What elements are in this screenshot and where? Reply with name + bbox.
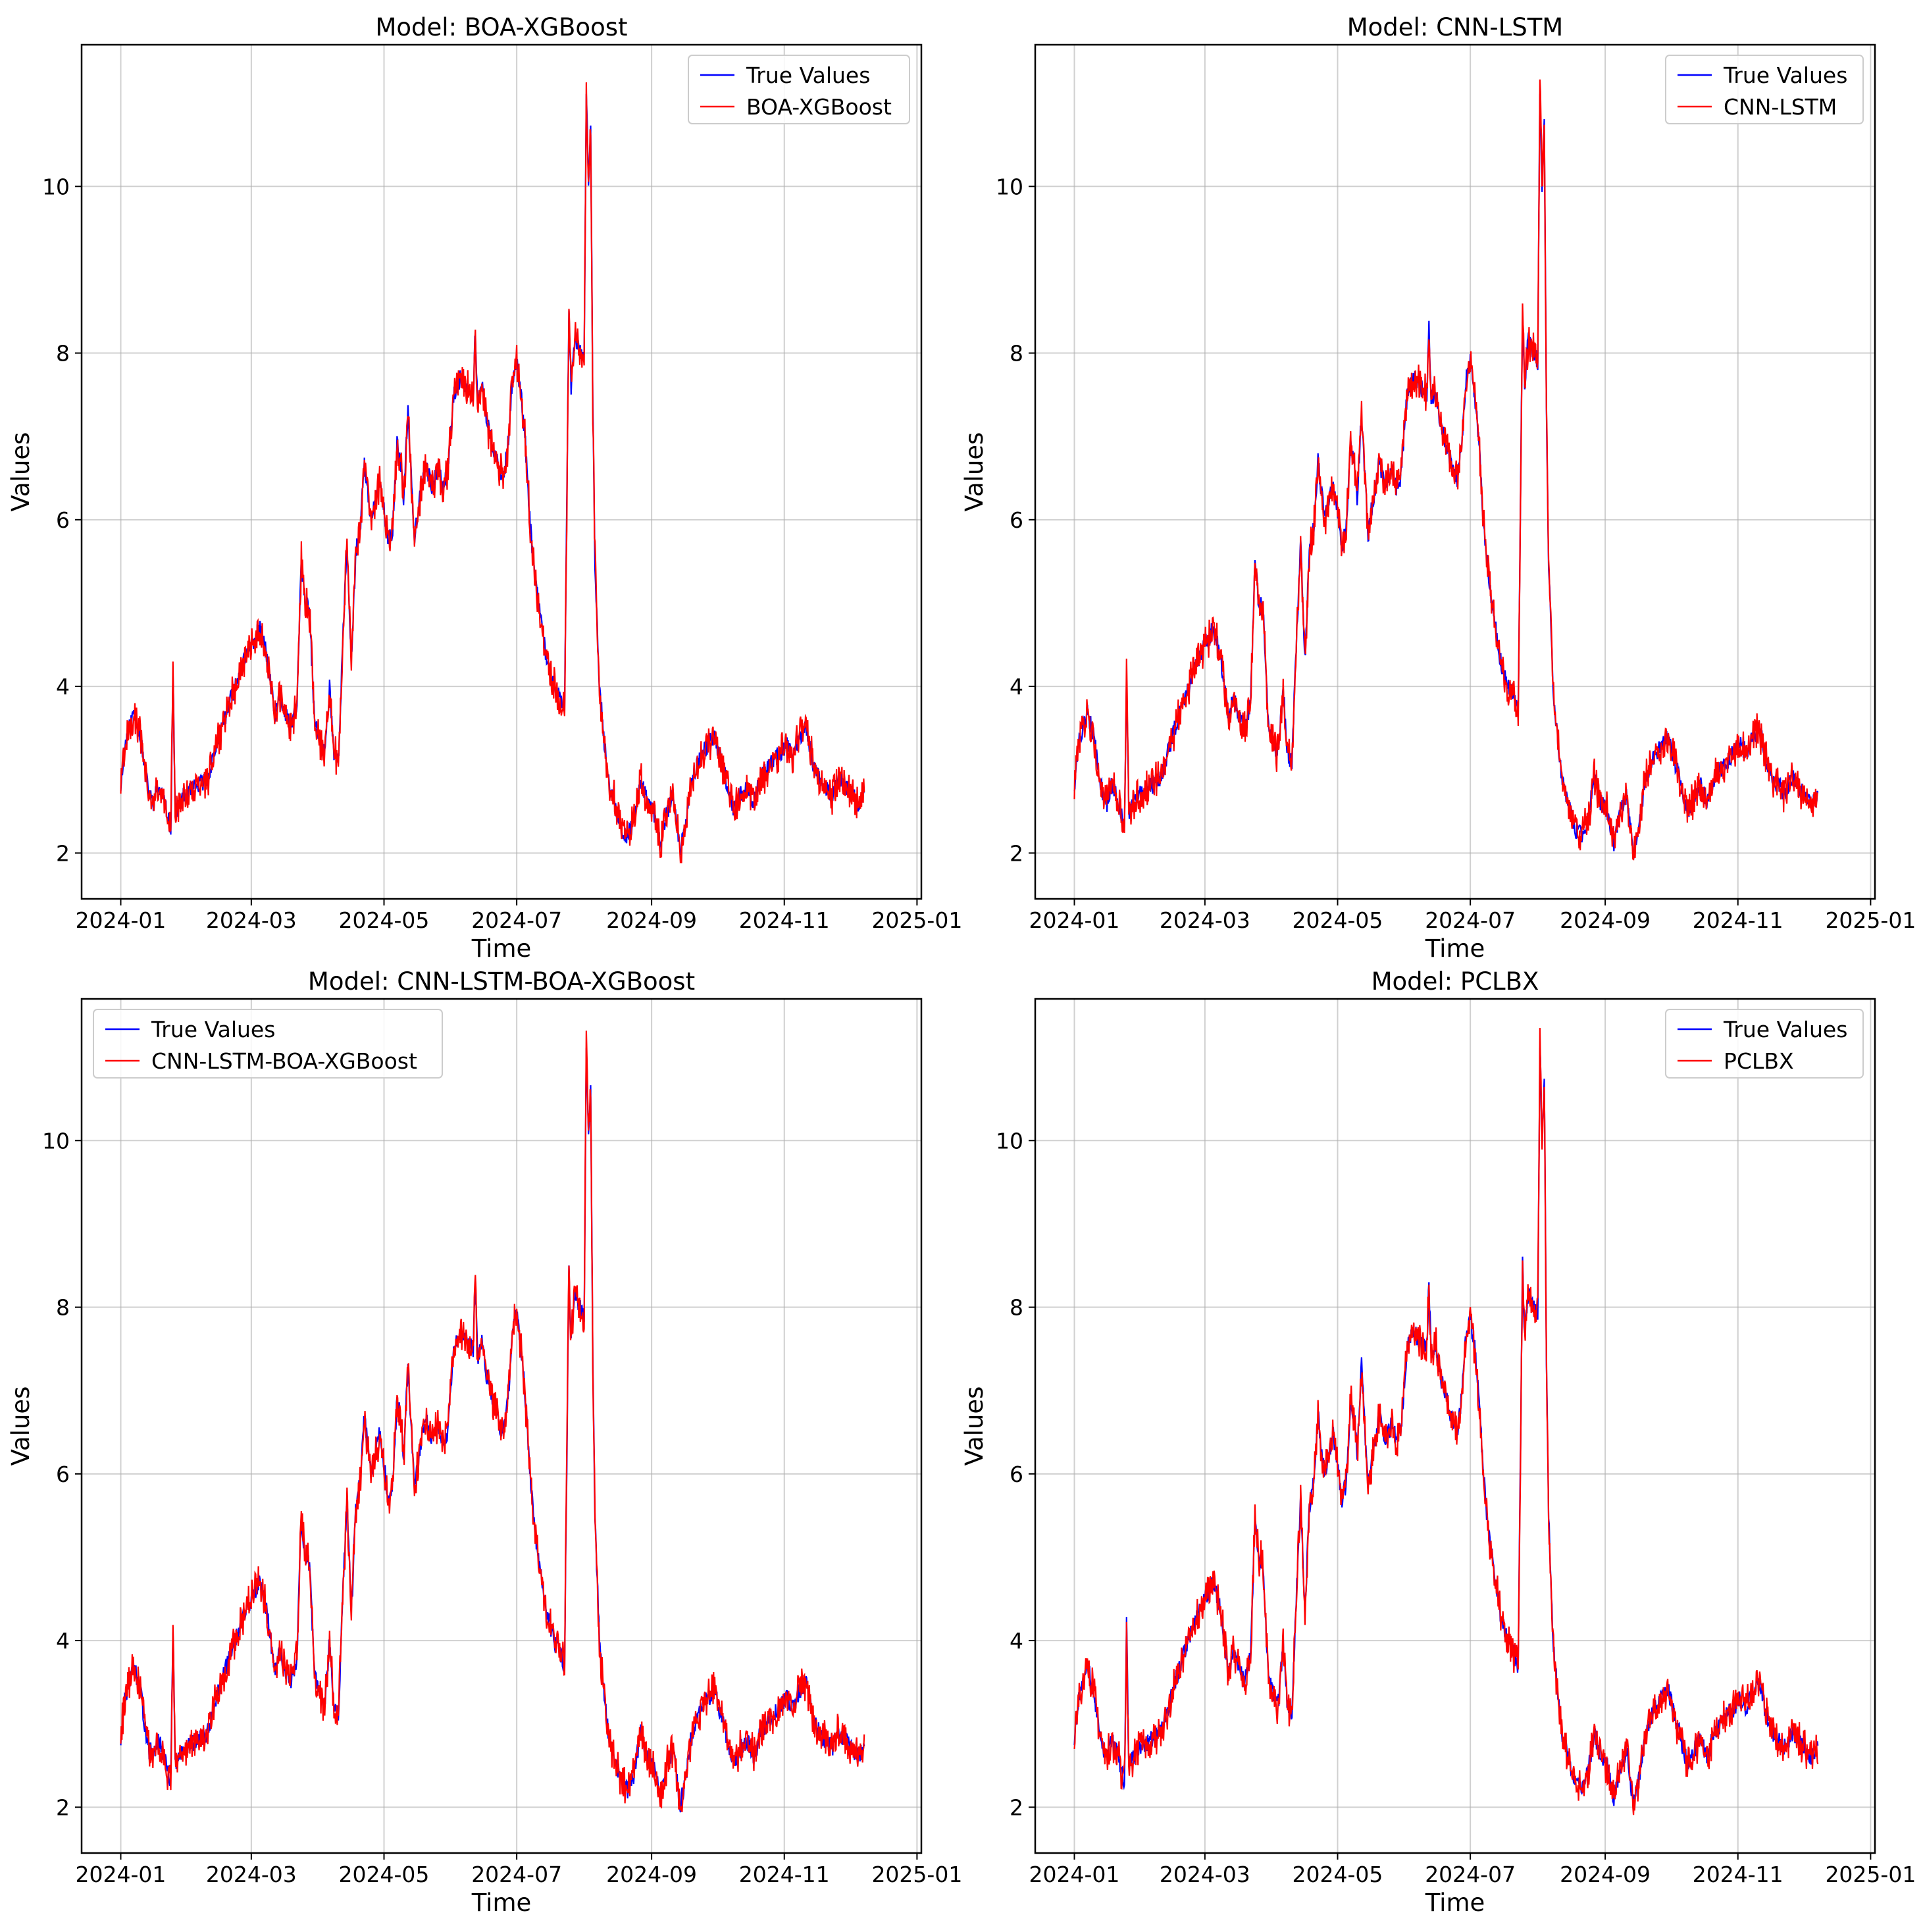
legend-entry: BOA-XGBoost (746, 94, 892, 120)
x-tick-label: 2024-09 (1560, 907, 1651, 933)
x-tick-label: 2025-01 (1825, 1862, 1916, 1887)
y-tick-label: 8 (56, 1295, 70, 1321)
y-tick-label: 4 (56, 1628, 70, 1654)
axes-frame (80, 998, 923, 1854)
series-line-true-values (1073, 1048, 1819, 1806)
series-line-prediction (1073, 79, 1818, 861)
x-tick-label: 2024-09 (1560, 1862, 1651, 1887)
series-line-true-values (120, 1048, 865, 1813)
y-tick-label: 8 (1010, 1295, 1023, 1321)
y-tick-label: 6 (56, 1462, 70, 1487)
x-tick-label: 2024-07 (471, 907, 562, 933)
y-tick-label: 6 (1010, 507, 1023, 533)
legend-entry: True Values (1723, 1017, 1847, 1042)
x-tick-label: 2024-01 (76, 1862, 167, 1887)
chart-title: Model: CNN-LSTM-BOA-XGBoost (308, 967, 695, 996)
subplot-2: 2024-01 2024-03 2024-05 2024-07 2024-09 2024-… (960, 13, 1916, 963)
x-tick-label: 2024-01 (76, 907, 167, 933)
x-tick-label: 2024-05 (339, 1862, 430, 1887)
x-tick-label: 2024-03 (206, 1862, 297, 1887)
y-tick-label: 10 (42, 174, 70, 199)
y-tick-label: 10 (42, 1128, 70, 1154)
y-tick-label: 10 (996, 174, 1023, 199)
y-tick-label: 10 (996, 1128, 1023, 1154)
x-tick-label: 2025-01 (871, 907, 962, 933)
series-line-true-values (120, 93, 865, 855)
series-line-true-values (1073, 93, 1819, 860)
subplot-1: 2024-01 2024-03 2024-05 2024-07 2024-09 2024-… (7, 13, 962, 963)
x-tick-label: 2024-05 (1293, 907, 1383, 933)
subplot-3: 2024-01 2024-03 2024-05 2024-07 2024-09 2024-… (7, 967, 962, 1917)
legend-entry: True Values (1723, 63, 1847, 88)
chart-title: Model: PCLBX (1372, 967, 1539, 996)
x-tick-label: 2024-11 (1693, 1862, 1783, 1887)
legend-box (1665, 55, 1864, 124)
y-axis-label: Values (7, 1386, 35, 1466)
axes-frame (1034, 43, 1876, 900)
legend-entry: PCLBX (1724, 1048, 1794, 1074)
x-tick-label: 2024-01 (1029, 1862, 1120, 1887)
x-tick-label: 2024-09 (606, 1862, 697, 1887)
y-tick-label: 2 (1010, 840, 1023, 866)
y-tick-label: 4 (1010, 1628, 1023, 1654)
legend-box (688, 55, 910, 124)
y-tick-label: 8 (1010, 341, 1023, 367)
y-tick-label: 6 (56, 507, 70, 533)
y-tick-label: 4 (56, 674, 70, 699)
subplot-4: 2024-01 2024-03 2024-05 2024-07 2024-09 2024-… (960, 967, 1916, 1917)
x-tick-label: 2024-11 (739, 1862, 830, 1887)
x-tick-label: 2024-05 (1293, 1862, 1383, 1887)
legend: True Values CNN-LSTM (1665, 55, 1864, 124)
y-axis-label: Values (960, 1386, 988, 1466)
x-axis-label: Time (1425, 1889, 1485, 1917)
x-tick-label: 2024-03 (1160, 1862, 1250, 1887)
x-axis-label: Time (471, 1889, 532, 1917)
x-tick-label: 2024-03 (1160, 907, 1250, 933)
axes-frame (80, 43, 923, 900)
x-tick-label: 2025-01 (1825, 907, 1916, 933)
legend-box (93, 1009, 443, 1079)
legend: True Values PCLBX (1665, 1009, 1864, 1079)
y-tick-label: 4 (1010, 674, 1023, 699)
y-tick-label: 2 (1010, 1794, 1023, 1820)
x-tick-label: 2024-05 (339, 907, 430, 933)
y-axis-label: Values (960, 432, 988, 512)
x-tick-label: 2024-07 (1425, 1862, 1516, 1887)
legend-box (1665, 1009, 1864, 1079)
x-tick-label: 2024-09 (606, 907, 697, 933)
x-axis-label: Time (471, 934, 532, 963)
legend-entry: True Values (151, 1017, 275, 1042)
y-tick-label: 2 (56, 840, 70, 866)
chart-title: Model: CNN-LSTM (1347, 13, 1563, 41)
x-tick-label: 2024-03 (206, 907, 297, 933)
x-tick-label: 2024-01 (1029, 907, 1120, 933)
x-axis-label: Time (1425, 934, 1485, 963)
y-tick-label: 2 (56, 1794, 70, 1820)
y-tick-label: 6 (1010, 1462, 1023, 1487)
x-tick-label: 2024-07 (1425, 907, 1516, 933)
x-tick-label: 2024-07 (471, 1862, 562, 1887)
series-line-prediction (1073, 1027, 1819, 1816)
axes-frame (1034, 998, 1876, 1854)
legend-entry: CNN-LSTM-BOA-XGBoost (151, 1048, 417, 1074)
x-tick-label: 2024-11 (1693, 907, 1783, 933)
legend-entry: True Values (746, 63, 870, 88)
legend: True Values BOA-XGBoost (688, 55, 910, 124)
legend-entry: CNN-LSTM (1724, 94, 1837, 120)
x-tick-label: 2025-01 (871, 1862, 962, 1887)
chart-title: Model: BOA-XGBoost (376, 13, 628, 41)
series-line-prediction (120, 82, 865, 864)
series-line-prediction (120, 1030, 865, 1812)
y-axis-label: Values (7, 432, 35, 512)
y-tick-label: 8 (56, 341, 70, 367)
x-tick-label: 2024-11 (739, 907, 830, 933)
legend: True Values CNN-LSTM-BOA-XGBoost (93, 1009, 443, 1079)
